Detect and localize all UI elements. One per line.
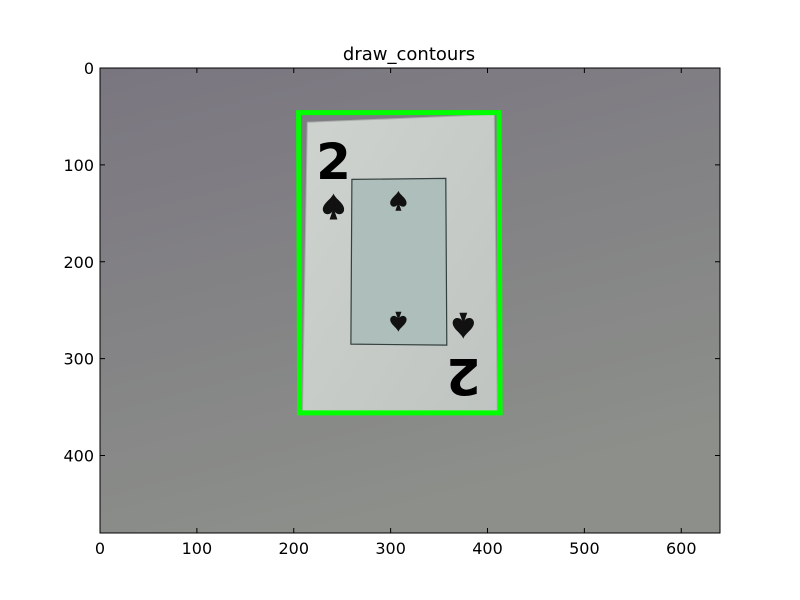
x-tick-label: 500	[569, 539, 600, 558]
chart-title: draw_contours	[343, 44, 475, 65]
y-tick-label: 100	[63, 156, 94, 175]
y-tick-label: 400	[63, 447, 94, 466]
x-tick-label: 300	[375, 539, 406, 558]
detected-contour	[296, 110, 503, 416]
x-tick-label: 400	[472, 539, 503, 558]
card-rank-label: 2	[316, 133, 351, 191]
x-tick-label: 100	[182, 539, 213, 558]
x-tick-label: 600	[666, 539, 697, 558]
y-tick-label: 0	[84, 59, 94, 78]
card-rank-label: 2	[446, 347, 481, 405]
y-tick-label: 300	[63, 350, 94, 369]
x-tick-label: 200	[278, 539, 309, 558]
axes-frame	[99, 67, 721, 534]
image-area: 22	[100, 68, 720, 533]
spade-pip-icon	[452, 312, 474, 339]
x-tick-label: 0	[95, 539, 105, 558]
y-tick-label: 200	[63, 253, 94, 272]
card-inner-frame	[350, 177, 448, 346]
axis-ticks: 0 100 200 300 400 500 600 0 100 200 300 400	[63, 59, 720, 558]
spade-pip-icon	[390, 311, 407, 332]
spade-pip-icon	[390, 190, 407, 211]
spade-pip-icon	[322, 193, 345, 220]
